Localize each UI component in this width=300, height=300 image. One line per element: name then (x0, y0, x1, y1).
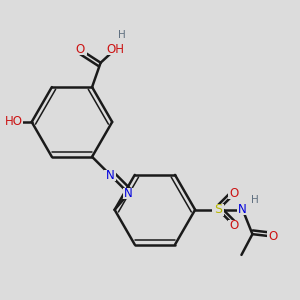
Bar (237, 204, 249, 215)
Bar (123, 188, 135, 199)
Text: OH: OH (106, 43, 124, 56)
Bar (228, 188, 240, 200)
Text: O: O (230, 188, 239, 200)
Bar (228, 220, 240, 231)
Bar (4, 116, 22, 128)
Text: S: S (214, 203, 222, 216)
Text: H: H (250, 194, 258, 205)
Bar (212, 204, 224, 216)
Text: O: O (230, 219, 239, 232)
Text: O: O (75, 43, 85, 56)
Text: O: O (268, 230, 278, 243)
Text: N: N (124, 187, 133, 200)
Text: H: H (118, 30, 126, 40)
Bar (73, 43, 87, 56)
Bar (267, 231, 279, 242)
Text: HO: HO (4, 116, 22, 128)
Bar (104, 169, 116, 181)
Text: N: N (238, 203, 247, 216)
Bar (106, 43, 124, 56)
Text: N: N (106, 169, 115, 182)
